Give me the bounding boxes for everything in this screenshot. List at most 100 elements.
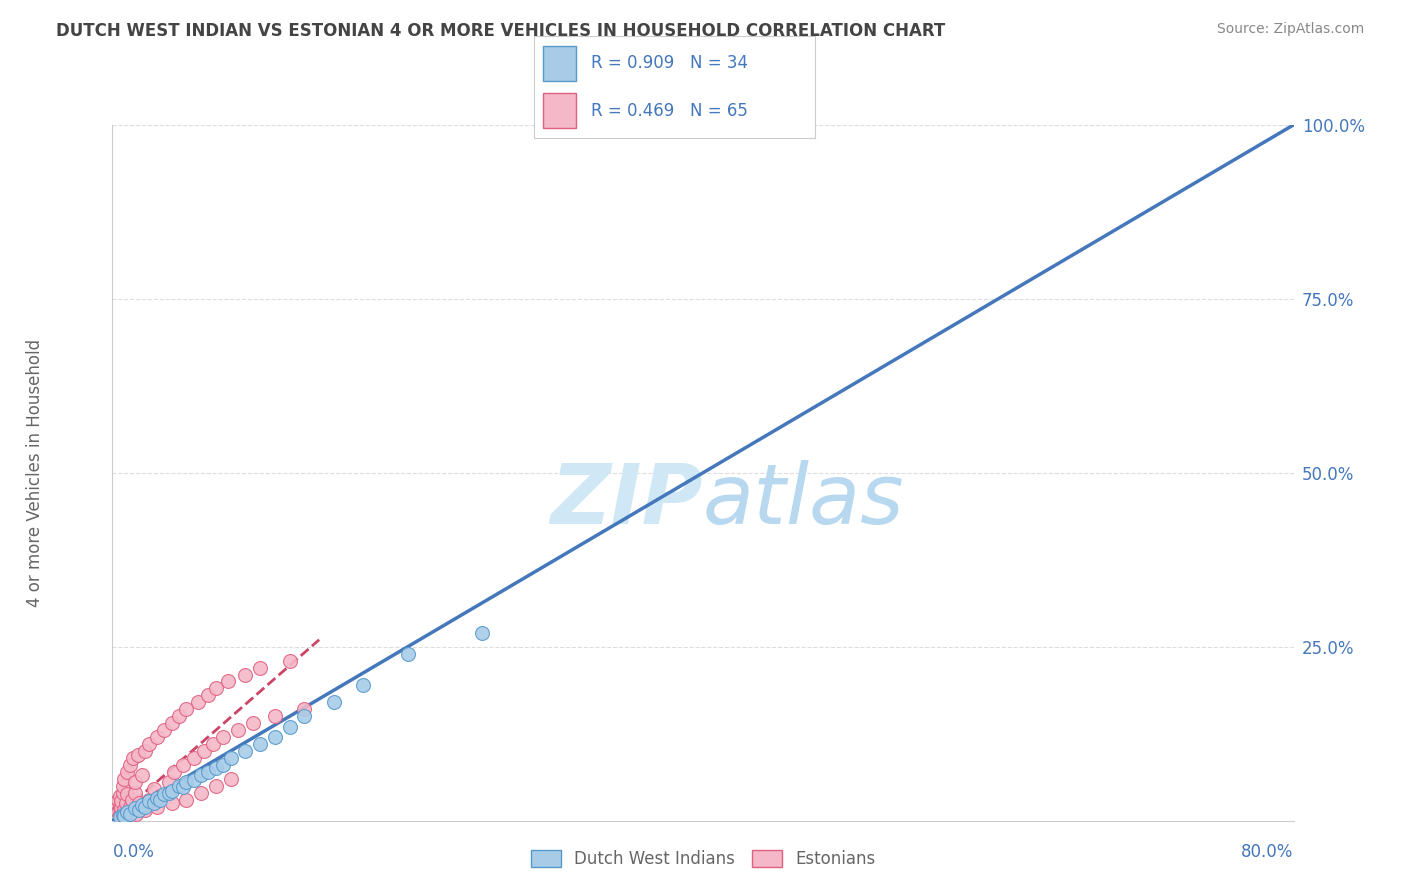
Text: 80.0%: 80.0%: [1241, 843, 1294, 861]
Point: [217, 674, 239, 689]
Point: [212, 758, 235, 772]
Point: [396, 647, 419, 661]
Point: [219, 772, 242, 786]
Point: [108, 810, 131, 824]
Point: [153, 787, 176, 801]
Text: ZIP: ZIP: [550, 460, 703, 541]
Point: [146, 730, 169, 744]
Point: [174, 793, 197, 807]
Point: [124, 801, 146, 815]
Point: [138, 793, 160, 807]
Point: [205, 761, 228, 775]
Text: 4 or more Vehicles in Household: 4 or more Vehicles in Household: [27, 339, 44, 607]
Point: [470, 625, 494, 640]
Point: [163, 764, 186, 779]
Point: [112, 772, 135, 786]
Point: [138, 794, 160, 808]
Point: [121, 793, 143, 807]
Point: [120, 758, 142, 772]
Text: 0.0%: 0.0%: [112, 843, 155, 861]
Point: [197, 764, 219, 779]
Point: [249, 737, 271, 751]
Text: Source: ZipAtlas.com: Source: ZipAtlas.com: [1216, 22, 1364, 37]
Point: [193, 744, 215, 758]
Text: atlas: atlas: [703, 460, 904, 541]
Point: [352, 678, 374, 692]
Point: [117, 787, 138, 801]
Point: [128, 796, 150, 810]
Point: [174, 775, 197, 789]
Point: [183, 773, 205, 788]
Point: [160, 796, 183, 810]
Point: [323, 695, 346, 709]
Point: [118, 805, 141, 820]
Point: [249, 660, 271, 674]
Point: [233, 744, 256, 758]
Point: [146, 791, 169, 805]
Point: [160, 784, 183, 798]
Point: [201, 737, 224, 751]
Point: [172, 780, 194, 795]
Point: [190, 786, 212, 800]
Point: [114, 796, 136, 810]
Point: [138, 737, 160, 751]
Text: DUTCH WEST INDIAN VS ESTONIAN 4 OR MORE VEHICLES IN HOUSEHOLD CORRELATION CHART: DUTCH WEST INDIAN VS ESTONIAN 4 OR MORE …: [56, 22, 945, 40]
Point: [205, 779, 228, 793]
Point: [205, 681, 228, 696]
Point: [111, 779, 134, 793]
Point: [292, 702, 315, 716]
Point: [278, 720, 301, 734]
Point: [114, 808, 136, 822]
Point: [292, 709, 315, 723]
Point: [120, 806, 142, 821]
Point: [134, 799, 156, 814]
Point: [117, 764, 138, 779]
Point: [146, 799, 169, 814]
Point: [112, 803, 135, 817]
Point: [226, 723, 249, 738]
Text: R = 0.469   N = 65: R = 0.469 N = 65: [591, 102, 748, 120]
Point: [219, 751, 242, 765]
Point: [174, 702, 197, 716]
Point: [157, 786, 180, 800]
Point: [167, 709, 190, 723]
Point: [160, 716, 183, 731]
Point: [111, 786, 134, 800]
FancyBboxPatch shape: [543, 93, 576, 128]
Point: [110, 794, 132, 808]
Point: [127, 747, 149, 762]
Point: [124, 775, 146, 789]
Point: [107, 805, 129, 820]
Point: [142, 796, 165, 810]
Point: [105, 803, 128, 817]
Point: [107, 793, 129, 807]
Point: [104, 799, 127, 814]
Point: [167, 779, 190, 793]
Point: [125, 806, 148, 821]
Point: [108, 789, 131, 804]
Point: [187, 695, 209, 709]
Point: [183, 751, 205, 765]
Point: [128, 803, 150, 817]
Point: [131, 768, 153, 782]
Point: [142, 782, 165, 797]
Point: [131, 798, 153, 813]
Point: [112, 809, 135, 823]
Point: [190, 768, 212, 782]
Point: [233, 667, 256, 681]
Point: [197, 689, 219, 703]
FancyBboxPatch shape: [543, 46, 576, 81]
Point: [108, 806, 131, 821]
Point: [242, 716, 264, 731]
Point: [122, 751, 145, 765]
Point: [149, 793, 172, 807]
Text: R = 0.909   N = 34: R = 0.909 N = 34: [591, 54, 748, 72]
Point: [278, 654, 301, 668]
Point: [134, 803, 156, 817]
Point: [212, 730, 235, 744]
Point: [157, 775, 180, 789]
Point: [108, 799, 131, 814]
Point: [172, 758, 194, 772]
Point: [264, 709, 287, 723]
Point: [134, 744, 156, 758]
